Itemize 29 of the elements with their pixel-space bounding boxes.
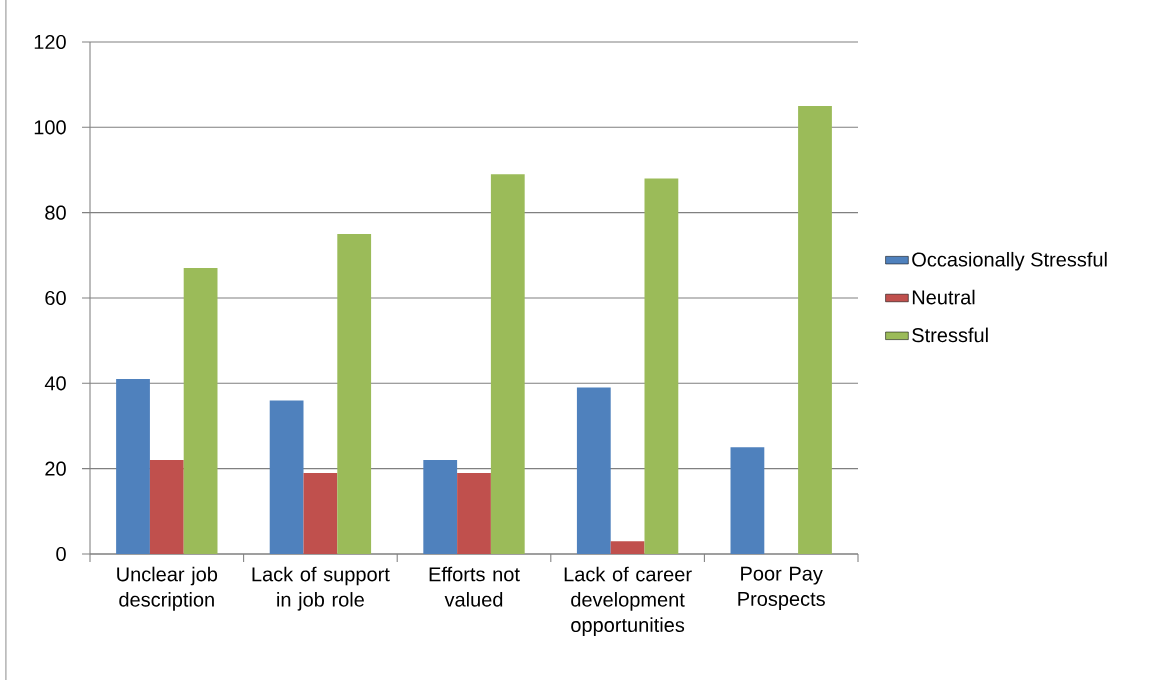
y-tick-label: 60 bbox=[45, 290, 66, 306]
x-tick-label: Efforts not valued bbox=[429, 566, 520, 607]
y-tick-label: 80 bbox=[45, 205, 66, 220]
bar bbox=[423, 460, 458, 554]
x-tick-label: Lack of support in job role bbox=[252, 566, 390, 611]
bar bbox=[490, 174, 525, 554]
bar bbox=[183, 268, 218, 554]
x-tick-label: Unclear job description bbox=[117, 566, 218, 611]
legend-label: Neutral bbox=[912, 289, 975, 305]
bar bbox=[730, 447, 765, 554]
bar bbox=[798, 105, 832, 554]
y-tick-label: 120 bbox=[34, 34, 66, 50]
legend-label: Occasionally Stressful bbox=[912, 251, 1107, 271]
bar bbox=[116, 379, 150, 554]
bar bbox=[610, 541, 645, 554]
y-tick-label: 0 bbox=[56, 546, 66, 562]
bar bbox=[303, 472, 338, 554]
bar bbox=[149, 460, 184, 554]
bar bbox=[457, 472, 491, 554]
x-tick-label: Lack of career development opportunities bbox=[564, 566, 692, 636]
x-tick-label: Poor Pay Prospects bbox=[738, 566, 825, 610]
bar bbox=[269, 400, 304, 554]
bar bbox=[576, 387, 611, 554]
y-tick-label: 20 bbox=[45, 461, 66, 476]
bar bbox=[337, 233, 372, 554]
bar bbox=[644, 178, 679, 554]
y-tick-label: 100 bbox=[34, 120, 66, 135]
y-tick-label: 40 bbox=[44, 376, 66, 391]
legend-label: Stressful bbox=[912, 327, 988, 343]
